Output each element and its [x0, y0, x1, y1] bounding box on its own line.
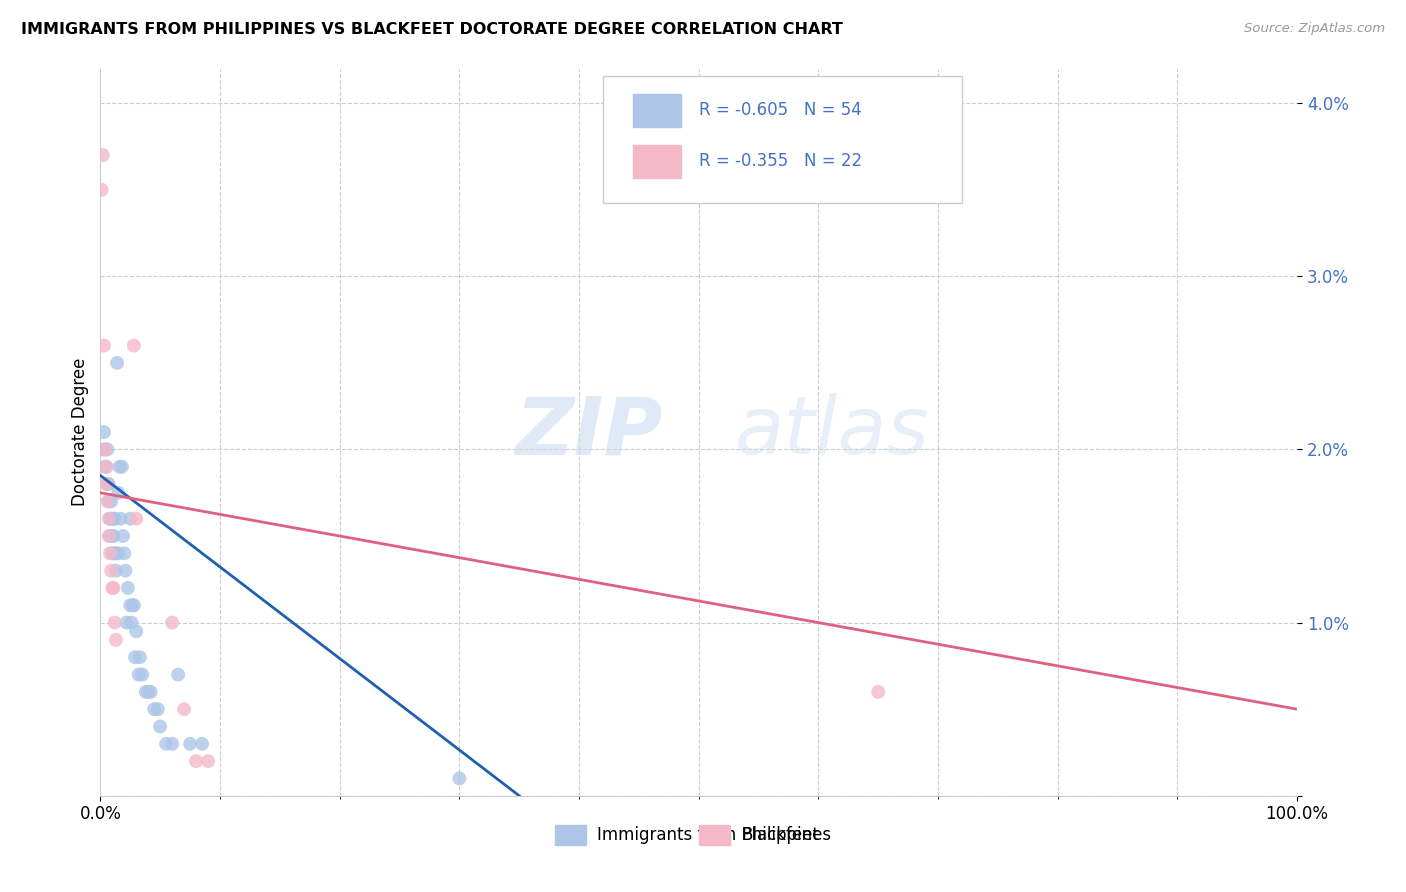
Y-axis label: Doctorate Degree: Doctorate Degree	[72, 358, 89, 507]
Point	[120, 512, 142, 526]
Point	[124, 650, 146, 665]
Point	[149, 719, 172, 733]
FancyBboxPatch shape	[603, 76, 962, 203]
Point	[868, 685, 890, 699]
Point	[184, 754, 207, 768]
Point	[128, 650, 150, 665]
Point	[114, 564, 136, 578]
Point	[104, 632, 127, 647]
Point	[107, 546, 129, 560]
Point	[91, 442, 114, 457]
Point	[96, 459, 118, 474]
Text: ZIP: ZIP	[516, 393, 662, 471]
Point	[179, 737, 201, 751]
Text: atlas: atlas	[734, 393, 929, 471]
Point	[120, 599, 142, 613]
Text: IMMIGRANTS FROM PHILIPPINES VS BLACKFEET DOCTORATE DEGREE CORRELATION CHART: IMMIGRANTS FROM PHILIPPINES VS BLACKFEET…	[21, 22, 844, 37]
Point	[103, 512, 125, 526]
Point	[122, 338, 145, 352]
FancyBboxPatch shape	[633, 145, 681, 178]
Point	[103, 581, 125, 595]
Point	[125, 624, 148, 639]
Point	[97, 477, 120, 491]
Point	[105, 356, 128, 370]
Point	[104, 564, 127, 578]
Point	[91, 148, 114, 162]
Point	[96, 494, 118, 508]
Point	[101, 581, 124, 595]
Point	[97, 529, 120, 543]
Point	[112, 546, 135, 560]
Point	[101, 529, 124, 543]
Point	[121, 615, 143, 630]
Point	[93, 425, 115, 439]
Point	[94, 442, 117, 457]
Point	[97, 512, 120, 526]
Text: Immigrants from Philippines: Immigrants from Philippines	[598, 826, 831, 844]
Point	[96, 442, 118, 457]
Point	[136, 685, 159, 699]
Point	[143, 702, 166, 716]
Point	[93, 338, 115, 352]
Point	[110, 512, 132, 526]
Point	[121, 599, 143, 613]
Point	[107, 485, 129, 500]
Point	[117, 581, 139, 595]
Point	[96, 477, 118, 491]
Point	[100, 564, 122, 578]
Point	[101, 546, 124, 560]
Point	[104, 512, 127, 526]
Point	[155, 737, 177, 751]
Point	[90, 183, 112, 197]
Text: R = -0.605   N = 54: R = -0.605 N = 54	[699, 101, 862, 119]
Text: R = -0.355   N = 22: R = -0.355 N = 22	[699, 152, 862, 169]
Text: Source: ZipAtlas.com: Source: ZipAtlas.com	[1244, 22, 1385, 36]
Point	[122, 599, 145, 613]
Point	[197, 754, 219, 768]
Point	[173, 702, 195, 716]
Point	[115, 615, 138, 630]
Point	[146, 702, 169, 716]
FancyBboxPatch shape	[633, 94, 681, 127]
Point	[98, 546, 121, 560]
Point	[160, 615, 183, 630]
Point	[104, 546, 127, 560]
Point	[125, 512, 148, 526]
Point	[98, 512, 121, 526]
Point	[449, 772, 471, 786]
Point	[111, 459, 134, 474]
Point	[128, 667, 150, 681]
Point	[131, 667, 153, 681]
Point	[94, 459, 117, 474]
Point	[112, 529, 135, 543]
Point	[139, 685, 162, 699]
Point	[108, 459, 131, 474]
Text: Blackfeet: Blackfeet	[741, 826, 818, 844]
Point	[160, 737, 183, 751]
Point	[191, 737, 214, 751]
Point	[96, 459, 118, 474]
Point	[100, 494, 122, 508]
Point	[104, 546, 127, 560]
Point	[100, 512, 122, 526]
Point	[103, 529, 125, 543]
Point	[97, 494, 120, 508]
Point	[98, 529, 121, 543]
Point	[104, 615, 127, 630]
Point	[94, 442, 117, 457]
Point	[96, 477, 118, 491]
Point	[135, 685, 157, 699]
Point	[167, 667, 190, 681]
